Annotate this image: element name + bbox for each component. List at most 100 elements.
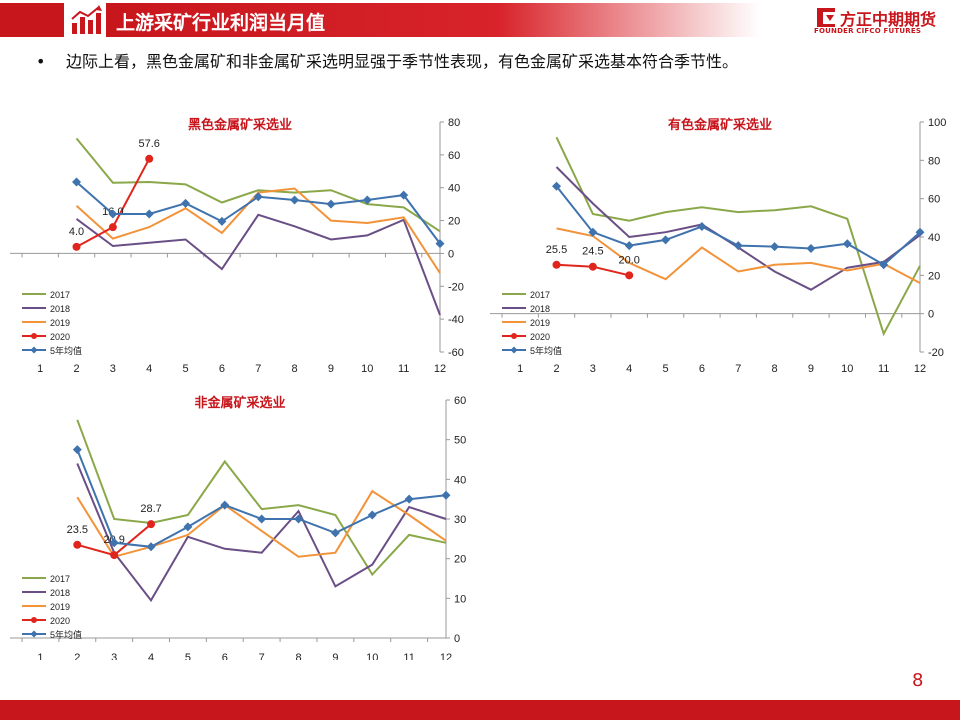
point-avg5 xyxy=(72,445,82,455)
x-tick-label: 1 xyxy=(37,652,43,660)
brand-logo: 方正中期期货 FOUNDER CIFCO FUTURES xyxy=(812,6,952,38)
point-2020 xyxy=(108,223,117,232)
point-avg5 xyxy=(697,221,707,231)
x-tick-label: 6 xyxy=(219,363,225,375)
y-tick-label: 0 xyxy=(928,309,934,321)
x-tick-label: 7 xyxy=(735,363,741,375)
legend-label: 2017 xyxy=(50,574,70,584)
x-tick-label: 9 xyxy=(332,652,338,660)
point-avg5 xyxy=(217,216,227,226)
bullet-text: 边际上看，黑色金属矿和非金属矿采选明显强于季节性表现，有色金属矿采选基本符合季节… xyxy=(66,52,739,71)
x-tick-label: 1 xyxy=(37,363,43,375)
y-tick-label: 40 xyxy=(454,474,466,486)
x-tick-label: 12 xyxy=(914,363,926,375)
x-tick-label: 3 xyxy=(590,363,596,375)
x-tick-label: 1 xyxy=(517,363,523,375)
point-avg5 xyxy=(326,199,336,209)
title-banner xyxy=(106,3,760,37)
data-label-2020: 28.7 xyxy=(140,503,161,515)
legend-label: 5年均值 xyxy=(530,345,562,356)
x-tick-label: 9 xyxy=(808,363,814,375)
y-tick-label: 10 xyxy=(454,593,466,605)
legend-label: 2018 xyxy=(50,588,70,598)
footer-bar xyxy=(0,700,960,720)
point-avg5 xyxy=(733,241,743,251)
legend: 2017 2018 2019 2020 5年均值 xyxy=(22,290,82,356)
series-line-2017 xyxy=(75,137,441,233)
x-tick-label: 3 xyxy=(110,363,116,375)
x-tick-label: 11 xyxy=(403,652,414,660)
page-title: 上游采矿行业利润当月值 xyxy=(116,12,326,34)
title-accent-block xyxy=(0,3,64,37)
x-tick-label: 9 xyxy=(328,363,334,375)
point-avg5 xyxy=(435,239,445,249)
data-label-2020: 25.5 xyxy=(546,244,567,256)
point-avg5 xyxy=(879,260,889,270)
x-tick-label: 12 xyxy=(440,652,452,660)
point-avg5 xyxy=(72,177,82,187)
brand-subtitle: FOUNDER CIFCO FUTURES xyxy=(814,27,922,35)
y-tick-label: 20 xyxy=(928,270,940,282)
legend-marker-2020 xyxy=(31,617,37,623)
point-avg5 xyxy=(253,192,263,202)
point-2020 xyxy=(73,540,82,549)
legend-label: 2020 xyxy=(50,616,70,626)
legend-label: 2020 xyxy=(50,332,70,342)
point-avg5 xyxy=(842,239,852,249)
series-line-2018 xyxy=(75,213,441,316)
point-avg5 xyxy=(588,227,598,237)
point-avg5 xyxy=(441,490,451,500)
point-avg5 xyxy=(806,244,816,253)
legend-marker-avg5 xyxy=(510,346,518,354)
point-2020 xyxy=(552,260,561,269)
x-tick-label: 2 xyxy=(73,363,79,375)
chart-title: 非金属矿采选业 xyxy=(194,395,285,411)
y-tick-label: 20 xyxy=(454,554,466,566)
point-avg5 xyxy=(661,235,671,245)
point-avg5 xyxy=(109,538,119,548)
y-tick-label: 60 xyxy=(454,395,466,407)
y-tick-label: -20 xyxy=(928,347,944,359)
legend-label: 2017 xyxy=(50,290,70,300)
series-line-2019 xyxy=(556,227,921,284)
x-tick-label: 6 xyxy=(699,363,705,375)
page-number: 8 xyxy=(912,670,924,691)
point-avg5 xyxy=(290,195,300,205)
data-label-2020: 57.6 xyxy=(139,138,160,150)
legend-label: 2018 xyxy=(50,304,70,314)
point-avg5 xyxy=(624,241,634,251)
data-label-2020: 4.0 xyxy=(69,226,84,238)
legend-label: 2017 xyxy=(530,290,550,300)
x-tick-label: 10 xyxy=(841,363,853,375)
point-avg5 xyxy=(220,500,230,510)
y-tick-label: 0 xyxy=(454,633,460,645)
point-avg5 xyxy=(294,514,304,524)
legend: 2017 2018 2019 2020 5年均值 xyxy=(502,290,562,356)
point-avg5 xyxy=(362,195,372,205)
y-tick-label: 80 xyxy=(928,155,940,167)
x-tick-label: 11 xyxy=(398,363,409,375)
point-2020 xyxy=(625,271,634,280)
x-tick-label: 7 xyxy=(255,363,261,375)
point-avg5 xyxy=(183,522,193,532)
x-tick-label: 5 xyxy=(185,652,191,660)
legend-label: 5年均值 xyxy=(50,629,82,640)
x-tick-label: 12 xyxy=(434,363,446,375)
point-avg5 xyxy=(181,198,191,208)
y-tick-label: 40 xyxy=(448,183,460,195)
point-2020 xyxy=(110,551,119,560)
title-bar: 上游采矿行业利润当月值 方正中期期货 FOUNDER CIFCO FUTURES xyxy=(0,0,960,40)
point-avg5 xyxy=(552,181,562,191)
chart-title: 黑色金属矿采选业 xyxy=(188,117,292,133)
data-label-2020: 23.5 xyxy=(67,524,88,536)
legend-label: 2019 xyxy=(530,318,550,328)
series-line-2017 xyxy=(76,419,447,577)
y-tick-label: -20 xyxy=(448,281,464,293)
legend-marker-avg5 xyxy=(30,346,38,354)
x-tick-label: 10 xyxy=(366,652,378,660)
point-avg5 xyxy=(770,242,780,252)
data-label-2020: 24.5 xyxy=(582,246,603,258)
chart-title: 有色金属矿采选业 xyxy=(668,117,772,133)
legend-label: 2019 xyxy=(50,602,70,612)
